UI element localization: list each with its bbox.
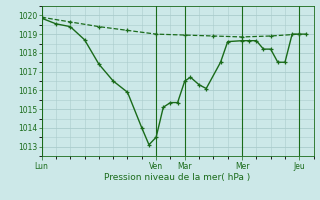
X-axis label: Pression niveau de la mer( hPa ): Pression niveau de la mer( hPa ) (104, 173, 251, 182)
